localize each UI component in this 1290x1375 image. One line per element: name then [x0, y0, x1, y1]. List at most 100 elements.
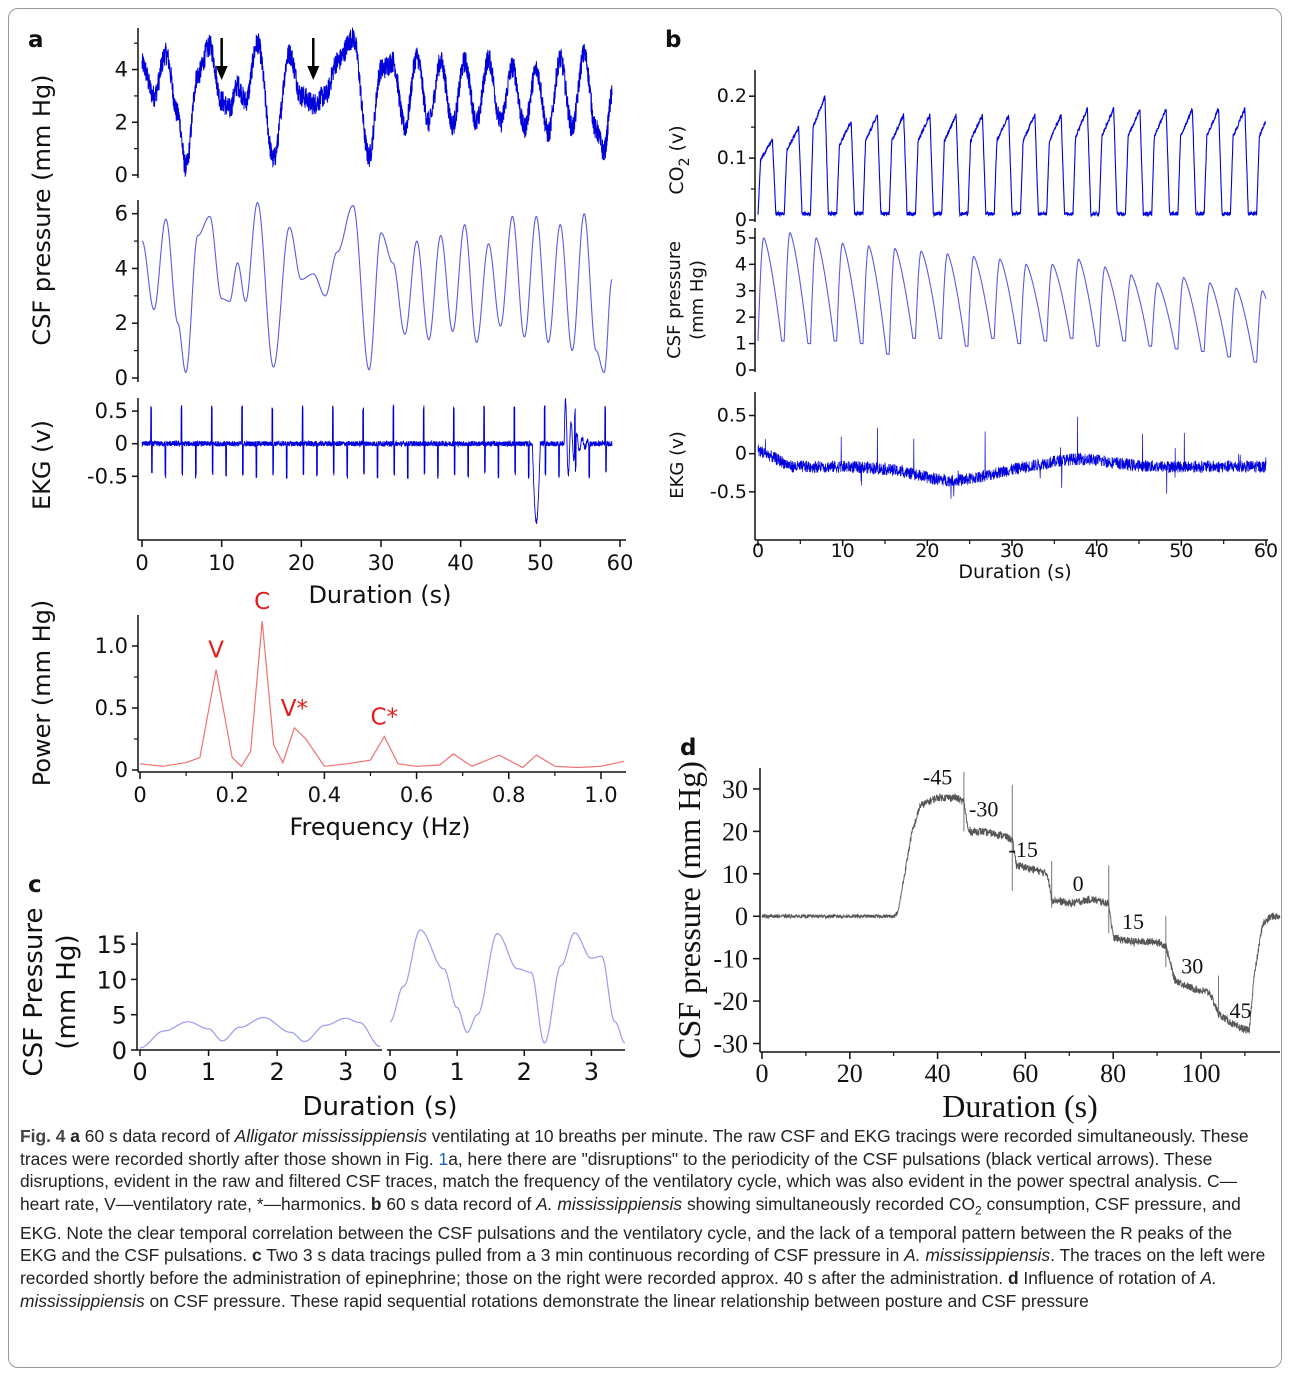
panel-a-x-label: Duration (s) — [308, 581, 451, 609]
caption-segment: Alligator mississippiensis — [234, 1126, 427, 1146]
panel-a-x-tick-label: 30 — [368, 551, 395, 575]
raw-csf-trace — [141, 27, 613, 177]
co2-y-tick-label: 0.1 — [717, 147, 747, 169]
panel-d-x-label: Duration (s) — [942, 1088, 1098, 1124]
panel-d-angle-label: 15 — [1122, 909, 1144, 934]
panel-d-x-tick-label: 40 — [925, 1059, 951, 1088]
co2-y-label-main: CO — [666, 166, 688, 194]
caption-segment: 2 — [975, 1203, 982, 1218]
panel-c-y-tick-label: 10 — [96, 966, 127, 994]
panel-c-before-trace — [139, 1016, 381, 1049]
panel-a-x-tick-label: 50 — [527, 551, 554, 575]
panel-c-left-x-tick-label: 0 — [132, 1058, 147, 1086]
panel-d-y-tick-label: 20 — [722, 817, 748, 846]
panel-c-right-x-tick-label: 1 — [450, 1058, 465, 1086]
caption-segment: c — [252, 1245, 262, 1266]
panel-d-y-tick-label: -20 — [713, 987, 748, 1016]
spectrum-trace — [139, 621, 625, 769]
caption-segment[interactable]: 1 — [438, 1148, 449, 1169]
panel-d-x-tick-label: 20 — [837, 1059, 863, 1088]
caption-segment: d — [1007, 1268, 1019, 1289]
panel-a-x-tick-label: 40 — [447, 551, 474, 575]
spectrum-peak-label: C — [254, 589, 270, 615]
panel-b-x-tick-label: 60 — [1254, 540, 1278, 562]
panel-d-angle-label: -15 — [1009, 837, 1038, 862]
raw-csf-y-tick-label: 4 — [115, 58, 128, 82]
caption-segment: ventilating at 10 breaths per minute. Th… — [20, 1126, 1249, 1169]
co2-trace — [757, 95, 1266, 218]
panel-c-left-x-tick-label: 2 — [270, 1058, 285, 1086]
panel-b-x-label: Duration (s) — [958, 561, 1071, 583]
panel-b-x-tick-label: 10 — [831, 540, 855, 562]
spectrum-x-tick-label: 0.6 — [400, 783, 433, 807]
caption-segment: b — [370, 1193, 382, 1214]
spectrum-x-tick-label: 0.8 — [492, 783, 525, 807]
caption-segment: consumption, CSF pressure, and EKG. Note… — [20, 1193, 1241, 1266]
panel-c-y-label-line2: (mm Hg) — [52, 934, 82, 1049]
panel-c-right-x-tick-label: 2 — [517, 1058, 532, 1086]
panel-d-angle-label: -30 — [969, 797, 998, 822]
csf-b-y-label-line2: (mm Hg) — [687, 260, 708, 340]
panel-d-y-label: CSF pressure (mm Hg) — [671, 761, 707, 1059]
panel-c-right-x-tick-label: 0 — [382, 1058, 397, 1086]
csf-b-y-tick-label: 3 — [735, 280, 747, 302]
filtered-csf-y-tick-label: 0 — [115, 366, 128, 390]
panel-d-y-tick-label: -30 — [713, 1030, 748, 1059]
figure-frame — [8, 8, 1282, 1368]
panel-c-y-tick-label: 5 — [112, 1002, 127, 1030]
panel-a-x-tick-label: 0 — [135, 551, 148, 575]
panel-a-x-tick-label: 10 — [208, 551, 235, 575]
figure-caption: Fig. 4 a 60 s data record of Alligator m… — [20, 1125, 1270, 1312]
panel-a-x-tick-label: 20 — [288, 551, 315, 575]
panel-b-x-tick-label: 30 — [1000, 540, 1024, 562]
co2-y-tick-label: 0 — [735, 209, 747, 231]
panel-d-trace — [761, 793, 1281, 1034]
caption-segment: Two 3 s data tracings pulled from a 3 mi… — [261, 1245, 905, 1266]
caption-segment: A. mississippiensis — [904, 1245, 1051, 1266]
panel-d-x-tick-label: 80 — [1100, 1059, 1126, 1088]
ekg-a-trace — [141, 398, 613, 524]
csf-b-y-tick-label: 4 — [735, 253, 747, 275]
panel-b-letter: b — [665, 27, 681, 53]
ekg-b-trace — [757, 416, 1267, 499]
panel-b-x-tick-label: 50 — [1169, 540, 1193, 562]
panel-b-x-tick-label: 0 — [752, 540, 764, 562]
panel-d-angle-label: 45 — [1229, 998, 1251, 1023]
raw-csf-y-tick-label: 2 — [115, 110, 128, 134]
ekg-b-y-tick-label: 0 — [735, 443, 747, 465]
ekg-a-y-tick-label: -0.5 — [87, 464, 128, 488]
filtered-csf-y-tick-label: 2 — [115, 311, 128, 335]
caption-segment: a — [70, 1126, 80, 1146]
disruption-arrowhead — [307, 66, 320, 80]
panel-c-y-tick-label: 15 — [96, 931, 127, 959]
spectrum-x-tick-label: 0.2 — [215, 783, 248, 807]
caption-segment: A. mississippiensis — [536, 1193, 683, 1214]
spectrum-x-tick-label: 1.0 — [584, 783, 617, 807]
spectrum-y-tick-label: 0.5 — [95, 696, 128, 720]
spectrum-y-tick-label: 1.0 — [95, 634, 128, 658]
panel-d-y-tick-label: -10 — [713, 945, 748, 974]
ekg-a-y-tick-label: 0 — [115, 432, 128, 456]
panel-d-x-tick-label: 60 — [1012, 1059, 1038, 1088]
panel-c-letter: c — [28, 872, 42, 898]
panel-d-y-tick-label: 10 — [722, 860, 748, 889]
panel-a-x-tick-label: 60 — [607, 551, 634, 575]
csf-b-y-tick-label: 0 — [735, 359, 747, 381]
spectrum-peak-label: V* — [281, 696, 308, 722]
spectrum-x-tick-label: 0.4 — [308, 783, 341, 807]
filtered-csf-trace — [141, 202, 613, 374]
co2-y-tick-label: 0.2 — [717, 85, 747, 107]
caption-segment: 60 s data record of — [381, 1193, 537, 1214]
spectrum-x-tick-label: 0 — [133, 783, 146, 807]
caption-body: a 60 s data record of Alligator mississi… — [20, 1126, 1265, 1311]
spectrum-y-label: Power (mm Hg) — [28, 600, 56, 787]
caption-segment: on CSF pressure. These rapid sequential … — [144, 1290, 1089, 1311]
caption-segment: Influence of rotation of — [1018, 1268, 1201, 1289]
panel-c-left-x-tick-label: 1 — [201, 1058, 216, 1086]
caption-segment: a, here there are "disruptions" to the p… — [20, 1148, 1237, 1214]
caption-segment: 60 s data record of — [79, 1126, 235, 1146]
spectrum-peak-label: C* — [371, 705, 399, 731]
caption-segment: . The traces on the left were recorded s… — [20, 1245, 1266, 1289]
panel-c-right-x-tick-label: 3 — [584, 1058, 599, 1086]
